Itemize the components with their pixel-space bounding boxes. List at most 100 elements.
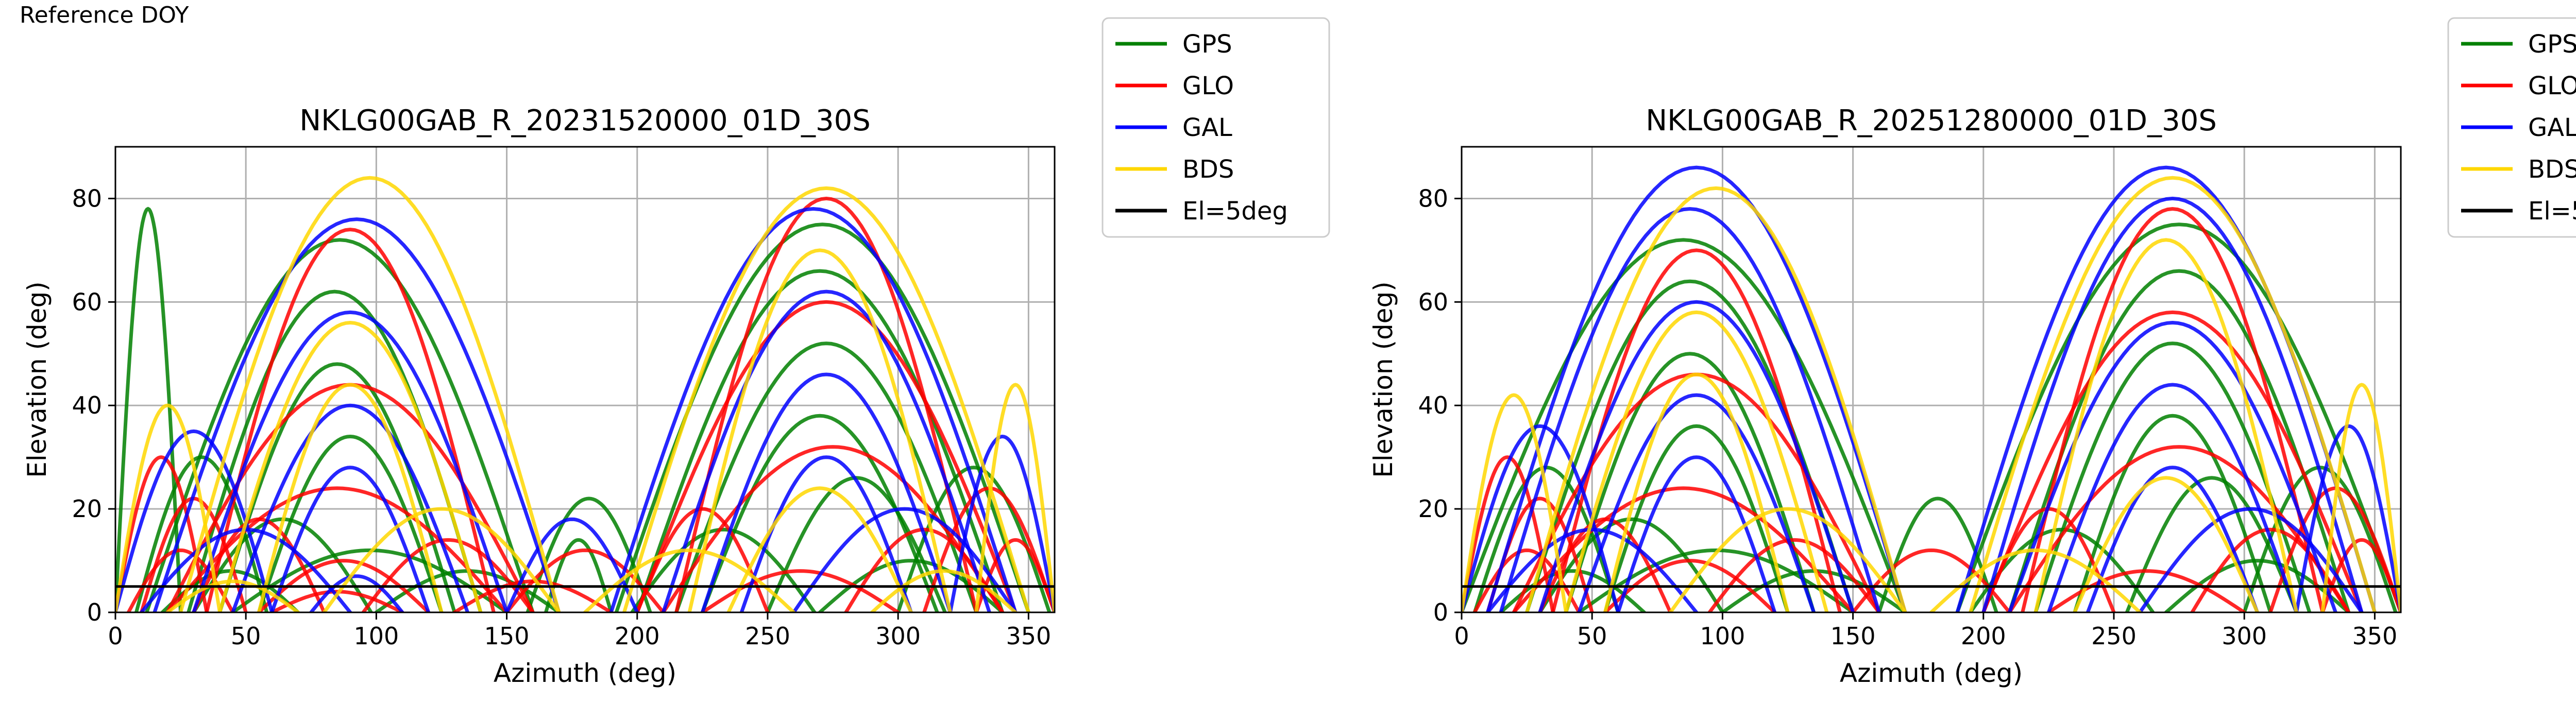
axes-frame (114, 146, 1056, 613)
series-gal (115, 207, 1055, 612)
satellite-track (1525, 186, 1907, 612)
satellite-track (974, 383, 1055, 612)
x-tick-label: 150 (1831, 622, 1876, 650)
satellite-track (2021, 207, 2325, 612)
legend-label: BDS (2528, 155, 2576, 184)
satellite-track (1564, 310, 1829, 612)
satellite-track (896, 466, 1052, 612)
satellite-track (231, 548, 509, 612)
satellite-track (115, 403, 222, 612)
legend-label: GAL (2528, 113, 2576, 142)
satellite-track (1499, 207, 1881, 612)
x-tick-label: 250 (2091, 622, 2137, 650)
satellite-track (1668, 507, 1907, 612)
y-tick-label: 60 (1418, 288, 1448, 316)
chart-title: NKLG00GAB_R_20251280000_01D_30S (1646, 104, 2217, 138)
x-tick-label: 200 (1961, 622, 2006, 650)
legend-label: GLO (1182, 72, 1234, 100)
satellite-track (609, 207, 1018, 612)
y-tick-label: 20 (72, 495, 102, 523)
series-bds (115, 176, 1055, 612)
satellite-track (452, 579, 613, 612)
x-tick-label: 300 (875, 622, 921, 650)
satellite-track (1981, 196, 2364, 612)
satellite-track (2073, 414, 2273, 612)
satellite-track (145, 238, 535, 612)
chart-2: 0 50 100 150 200 250 300 350 0 20 40 60 80 NKLG00GAB_… (1368, 17, 2576, 688)
satellite-track (115, 207, 183, 612)
satellite-track (1616, 455, 1777, 612)
satellite-track (505, 517, 639, 612)
satellite-track (2073, 476, 2259, 612)
y-tick-label: 80 (1418, 184, 1448, 212)
data-layer (1462, 165, 2401, 612)
x-tick-label: 0 (1454, 622, 1469, 650)
satellite-track (674, 341, 978, 612)
satellite-track (700, 372, 952, 612)
satellite-track (1577, 548, 1855, 612)
satellite-track (205, 228, 496, 612)
x-tick-label: 350 (2352, 622, 2397, 650)
y-tick-label: 40 (72, 391, 102, 419)
satellite-track (1564, 352, 1816, 612)
x-tick-label: 350 (1006, 622, 1051, 650)
satellite-track (1707, 538, 1881, 612)
satellite-track (726, 486, 913, 612)
series-bds (1462, 176, 2401, 612)
y-tick-label: 20 (1418, 495, 1448, 523)
legend-label: El=5deg (2528, 197, 2576, 226)
x-tick-label: 100 (353, 622, 399, 650)
series-gal (1462, 165, 2401, 612)
satellite-track (257, 434, 444, 612)
satellite-track (674, 196, 978, 612)
satellite-track (192, 310, 509, 612)
y-tick-label: 60 (72, 288, 102, 316)
data-layer (115, 176, 1055, 612)
x-tick-label: 0 (108, 622, 123, 650)
legend-box (1101, 17, 1330, 238)
satellite-track (2086, 466, 2259, 612)
satellite-track (544, 538, 613, 612)
y-tick-label: 0 (87, 598, 102, 626)
satellite-track (1603, 372, 1790, 612)
y-tick-label: 0 (1433, 598, 1448, 626)
satellite-track (2007, 320, 2337, 612)
satellite-track (687, 248, 952, 612)
chart-1: 0 50 100 150 200 250 300 350 0 20 40 60 80 NKLG00GAB_… (22, 17, 1330, 688)
figure-corner-label: Reference DOY (20, 2, 189, 28)
legend: GPS GLO GAL BDS El=5deg (1101, 17, 1330, 238)
x-tick-label: 300 (2222, 622, 2267, 650)
x-tick-label: 50 (231, 622, 261, 650)
y-tick-label: 40 (1418, 391, 1448, 419)
satellite-track (218, 320, 483, 612)
satellite-track (309, 574, 404, 612)
satellite-track (115, 455, 209, 612)
chart-title: NKLG00GAB_R_20231520000_01D_30S (299, 104, 871, 138)
satellite-track (635, 269, 1005, 612)
satellite-track (2046, 383, 2298, 612)
satellite-track (2007, 445, 2351, 612)
satellite-track (661, 445, 1005, 612)
y-tick-label: 80 (72, 184, 102, 212)
satellite-track (2046, 569, 2246, 612)
legend-label: GPS (1182, 30, 1232, 59)
legend: GPS GLO GAL BDS El=5deg (2447, 17, 2576, 238)
satellite-track (1462, 393, 1568, 612)
x-tick-label: 50 (1577, 622, 1607, 650)
satellite-track (635, 300, 1018, 612)
legend-label: GLO (2528, 72, 2576, 100)
satellite-track (2138, 507, 2364, 612)
satellite-track (1538, 300, 1855, 612)
satellite-track (948, 434, 1055, 612)
satellite-track (1929, 548, 2142, 612)
satellite-track (2320, 383, 2401, 612)
satellite-track (583, 548, 796, 612)
legend-label: BDS (1182, 155, 1234, 184)
satellite-track (1577, 393, 1816, 612)
satellite-track (1538, 517, 1672, 612)
axes-frame (1461, 146, 2402, 613)
x-tick-label: 200 (615, 622, 660, 650)
satellite-track (179, 176, 561, 612)
satellite-track (361, 538, 535, 612)
